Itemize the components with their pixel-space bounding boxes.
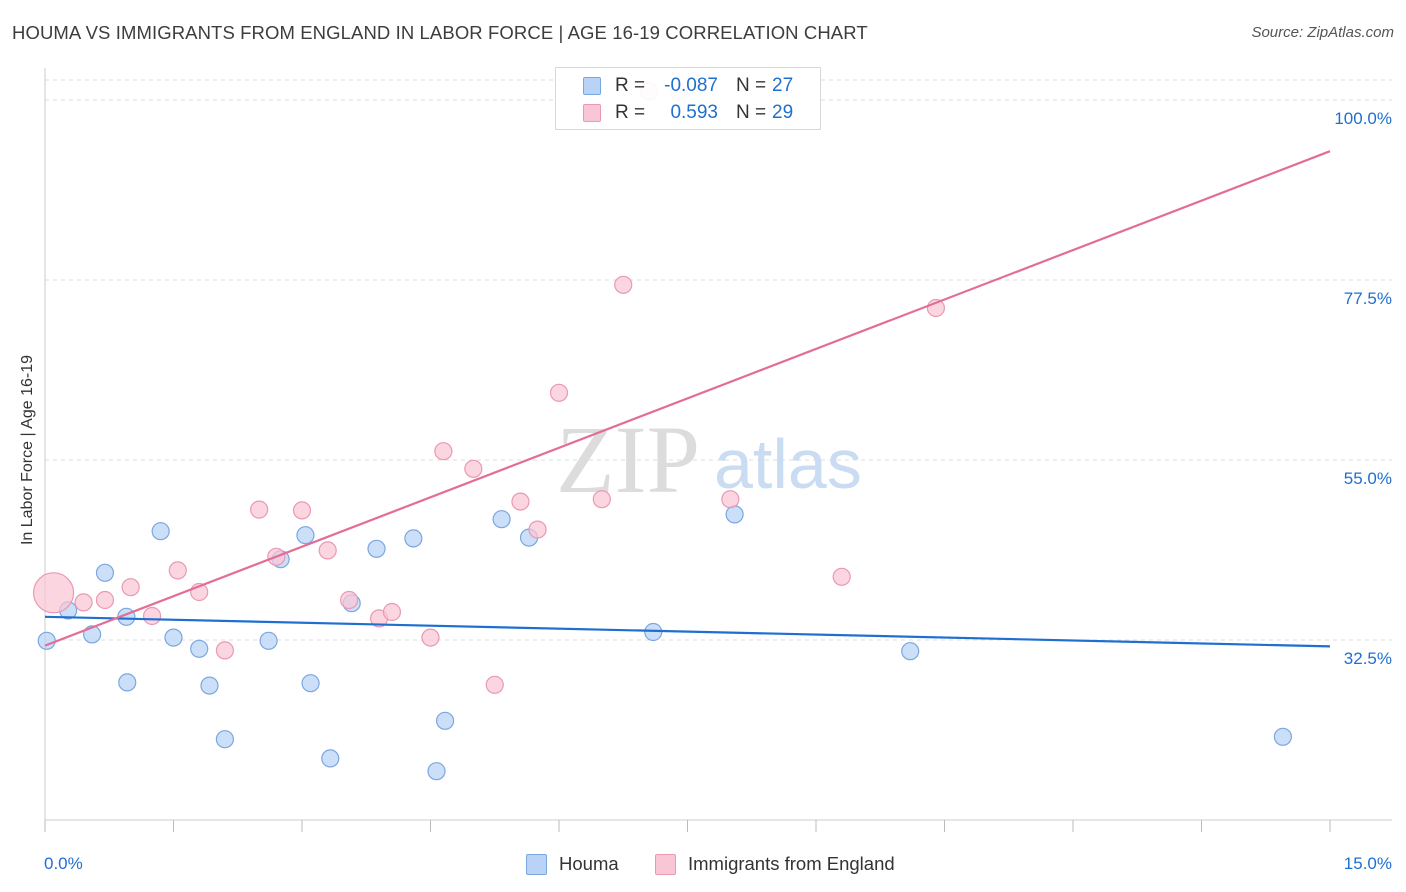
houma-point-17	[367, 539, 386, 558]
trend-lines	[44, 150, 1331, 648]
houma-point-25	[901, 642, 920, 661]
y-tick-label-3: 100.0%	[1334, 109, 1392, 128]
legend-row-england: R = 0.593 N = 29	[556, 100, 820, 126]
england-point-0	[32, 572, 75, 614]
y-tick-label-1: 55.0%	[1344, 469, 1392, 488]
england-point-1	[74, 593, 93, 612]
correlation-legend: R = -0.087 N = 27 R = 0.593 N = 29	[555, 67, 821, 130]
houma-point-20	[435, 711, 455, 730]
england-point-17	[464, 459, 483, 478]
houma-point-11	[259, 631, 278, 650]
houma-point-14	[301, 674, 320, 693]
n-label: N =	[736, 102, 767, 123]
england-point-3	[121, 578, 140, 597]
england-point-27	[832, 567, 851, 586]
houma-point-0	[37, 631, 56, 650]
houma-point-18	[404, 529, 423, 548]
houma-point-8	[118, 673, 137, 692]
england-point-21	[549, 383, 569, 402]
houma-swatch	[583, 77, 601, 95]
houma-point-16	[321, 749, 340, 768]
england-point-14	[382, 602, 402, 622]
r-value: 0.593	[670, 102, 718, 123]
houma-legend-swatch	[526, 854, 547, 875]
houma-point-7	[190, 639, 209, 658]
england-point-2	[95, 590, 115, 610]
r-label: R =	[615, 102, 646, 123]
england-point-18	[485, 675, 504, 694]
legend-row-houma: R = -0.087 N = 27	[556, 73, 820, 99]
source-credit: Source: ZipAtlas.com	[1251, 24, 1394, 41]
england-trend-line	[44, 150, 1331, 647]
y-axis-label: In Labor Force | Age 16-19	[19, 354, 36, 546]
y-axis-label-container: In Labor Force | Age 16-19	[16, 300, 40, 600]
england-point-7	[215, 641, 234, 660]
england-point-10	[292, 501, 312, 520]
series-legend: Houma Immigrants from England	[0, 851, 1406, 879]
axes	[44, 68, 1392, 832]
england-points	[32, 82, 946, 694]
n-value: 29	[772, 102, 794, 123]
england-point-26	[721, 490, 740, 509]
england-point-16	[434, 442, 453, 461]
houma-point-10	[215, 730, 234, 749]
gridlines	[45, 79, 1392, 641]
houma-point-26	[1273, 727, 1292, 746]
england-point-8	[250, 500, 269, 519]
n-label: N =	[736, 75, 767, 96]
england-swatch	[583, 104, 601, 122]
n-value: 27	[772, 75, 794, 96]
england-point-19	[511, 492, 530, 511]
england-legend-swatch	[655, 854, 676, 875]
houma-point-9	[200, 676, 219, 695]
houma-trend-line	[44, 615, 1331, 648]
y-tick-label-0: 32.5%	[1344, 649, 1392, 668]
houma-point-5	[164, 628, 183, 647]
houma-point-21	[492, 510, 511, 529]
england-point-23	[614, 275, 633, 294]
houma-legend-label: Houma	[559, 853, 619, 874]
watermark-atlas: atlas	[714, 425, 862, 503]
houma-point-24	[725, 505, 744, 524]
x-tick-label-max: 15.0%	[1344, 854, 1392, 873]
x-tick-label-min: 0.0%	[44, 854, 83, 873]
houma-point-19	[427, 762, 446, 781]
y-tick-label-2: 77.5%	[1344, 289, 1392, 308]
england-legend-label: Immigrants from England	[688, 853, 895, 874]
r-value: -0.087	[664, 75, 718, 96]
england-point-15	[421, 628, 440, 647]
england-point-12	[340, 590, 359, 610]
england-point-11	[318, 541, 337, 560]
england-point-22	[592, 490, 611, 509]
houma-point-6	[151, 522, 170, 541]
chart-title: HOUMA VS IMMIGRANTS FROM ENGLAND IN LABO…	[12, 22, 868, 43]
houma-point-13	[296, 526, 315, 545]
houma-points	[37, 505, 1292, 781]
houma-point-3	[95, 563, 115, 582]
r-label: R =	[615, 75, 646, 96]
watermark-zip: ZIP	[556, 406, 700, 513]
england-point-4	[142, 606, 162, 626]
watermark: ZIP atlas	[556, 406, 862, 513]
england-point-20	[528, 520, 547, 539]
tick-labels: 0.0% 15.0% 32.5% 55.0% 77.5% 100.0%	[44, 109, 1392, 873]
england-point-5	[168, 561, 187, 580]
